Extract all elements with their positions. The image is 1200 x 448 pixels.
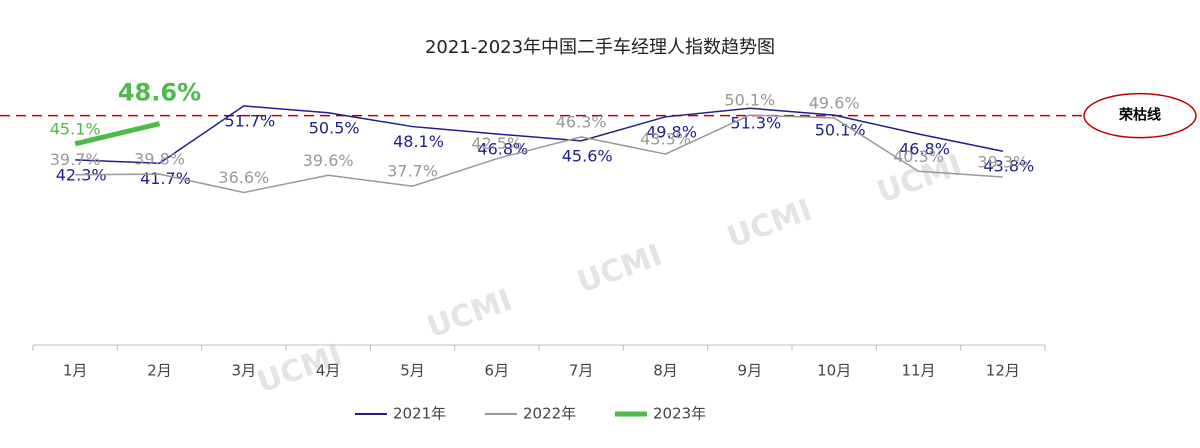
data-label: 48.6% xyxy=(118,79,201,107)
data-label: 36.6% xyxy=(218,168,269,187)
data-label: 46.3% xyxy=(556,112,607,131)
data-label: 51.7% xyxy=(224,111,275,130)
data-label: 50.1% xyxy=(815,121,866,140)
x-tick-label: 9月 xyxy=(738,362,763,380)
data-label: 39.8% xyxy=(134,150,185,169)
data-label: 43.3% xyxy=(640,130,691,149)
data-label: 39.6% xyxy=(303,151,354,170)
x-tick-label: 12月 xyxy=(986,362,1020,380)
data-label: 49.6% xyxy=(809,93,860,112)
data-label: 40.3% xyxy=(893,147,944,166)
data-label: 45.1% xyxy=(50,119,101,138)
x-tick-label: 7月 xyxy=(569,362,594,380)
legend-label: 2021年 xyxy=(393,405,446,423)
watermark: UCMI xyxy=(423,283,517,346)
data-label: 39.3% xyxy=(977,153,1028,172)
data-label: 39.7% xyxy=(50,150,101,169)
data-label: 42.5% xyxy=(471,134,522,153)
x-tick-label: 11月 xyxy=(901,362,935,380)
x-tick-label: 1月 xyxy=(63,362,88,380)
x-tick-label: 6月 xyxy=(485,362,510,380)
data-label: 50.5% xyxy=(309,118,360,137)
x-tick-label: 4月 xyxy=(316,362,341,380)
chart-title: 2021-2023年中国二手车经理人指数趋势图 xyxy=(425,37,775,58)
series-line xyxy=(74,121,161,147)
data-label: 37.7% xyxy=(387,162,438,181)
x-tick-label: 8月 xyxy=(653,362,678,380)
reference-badge xyxy=(1083,92,1197,139)
data-label: 41.7% xyxy=(140,169,191,188)
x-tick-label: 10月 xyxy=(817,362,851,380)
watermark: UCMI xyxy=(573,238,667,301)
data-label: 49.8% xyxy=(646,122,697,141)
data-label: 45.6% xyxy=(562,146,613,165)
data-label: 50.1% xyxy=(724,91,775,110)
reference-label: 荣枯线 xyxy=(1118,107,1161,124)
series-line xyxy=(75,105,1003,165)
data-label: 46.8% xyxy=(899,140,950,159)
x-tick-label: 3月 xyxy=(232,362,257,380)
series-line xyxy=(75,114,1003,194)
x-tick-label: 5月 xyxy=(400,362,425,380)
legend-label: 2022年 xyxy=(523,405,576,423)
watermark: UCMI xyxy=(723,193,817,256)
legend-label: 2023年 xyxy=(653,405,706,423)
data-label: 48.1% xyxy=(393,132,444,151)
x-tick-label: 2月 xyxy=(147,362,172,380)
data-label: 43.8% xyxy=(983,157,1034,176)
